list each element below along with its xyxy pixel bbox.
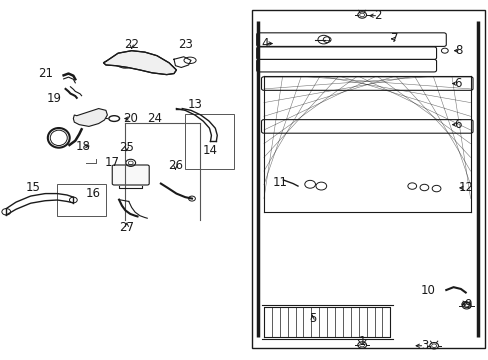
Text: 26: 26	[167, 159, 183, 172]
Text: 5: 5	[308, 312, 316, 325]
Text: 6: 6	[453, 118, 460, 131]
Polygon shape	[73, 109, 107, 126]
Bar	[185, 114, 233, 169]
Text: 23: 23	[177, 39, 192, 51]
Text: 3: 3	[420, 339, 427, 352]
Text: 17: 17	[104, 156, 120, 169]
Text: 12: 12	[457, 181, 472, 194]
Text: 25: 25	[119, 141, 134, 154]
Text: 11: 11	[272, 176, 287, 189]
Text: 6: 6	[453, 77, 460, 90]
FancyBboxPatch shape	[112, 165, 149, 185]
Text: 7: 7	[391, 32, 398, 45]
Text: 20: 20	[122, 112, 138, 125]
Polygon shape	[103, 51, 176, 75]
Text: 4: 4	[261, 37, 268, 50]
Text: 14: 14	[203, 144, 218, 157]
Text: 24: 24	[147, 112, 162, 125]
Text: 8: 8	[455, 44, 462, 57]
Text: 19: 19	[46, 92, 61, 105]
Text: 2: 2	[374, 9, 381, 22]
Text: 21: 21	[39, 67, 54, 80]
Text: 13: 13	[187, 99, 202, 112]
Text: 15: 15	[25, 181, 41, 194]
Bar	[251, 10, 484, 348]
Text: 10: 10	[420, 284, 435, 297]
Text: 18: 18	[76, 140, 90, 153]
Text: 22: 22	[124, 39, 139, 51]
Text: 1: 1	[358, 335, 365, 348]
Text: 16: 16	[85, 187, 100, 200]
Bar	[57, 184, 106, 216]
Text: 27: 27	[119, 221, 134, 234]
Text: 9: 9	[464, 298, 471, 311]
